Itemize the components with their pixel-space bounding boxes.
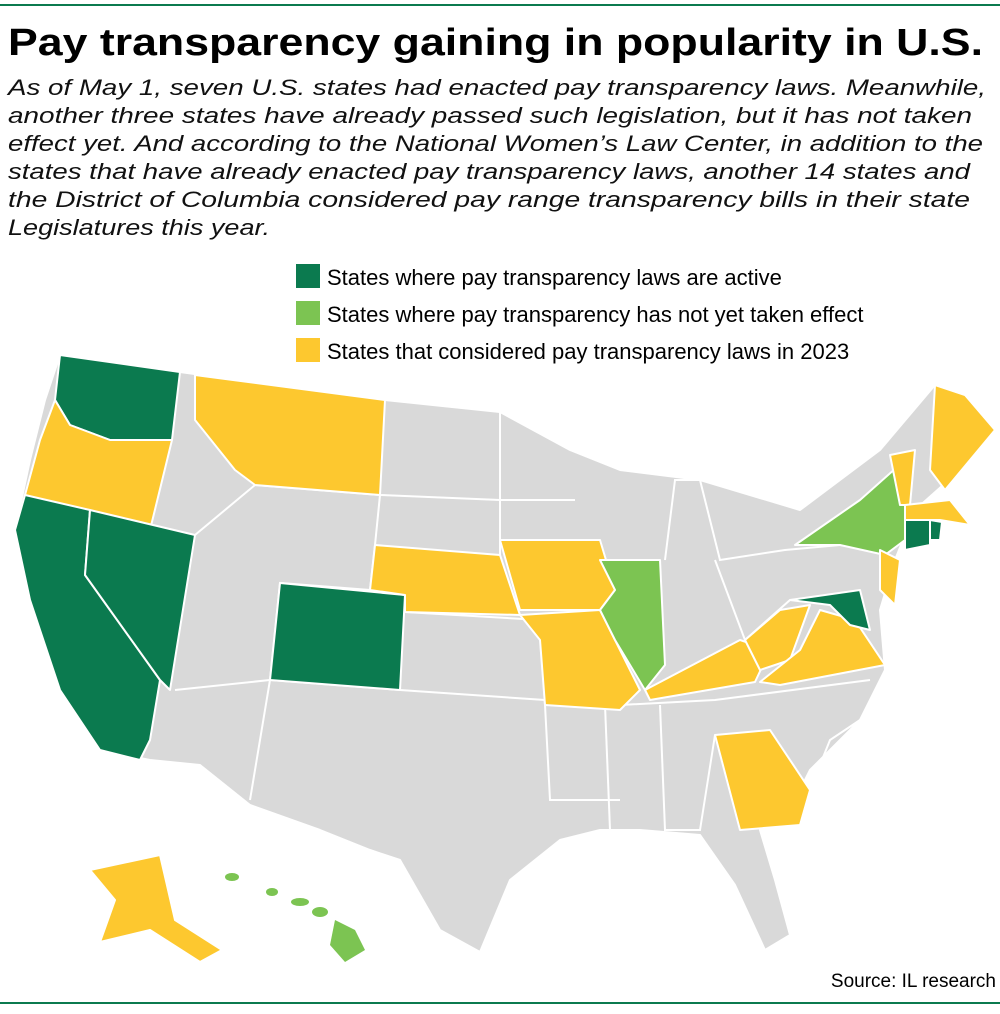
legend-label: States where pay transparency has not ye…: [327, 302, 863, 327]
state-il: [599, 559, 666, 691]
legend: States where pay transparency laws are a…: [296, 264, 863, 364]
state-wv: [744, 604, 811, 671]
state-border: [399, 689, 546, 701]
subtitle: As of May 1, seven U.S. states had enact…: [5, 75, 986, 240]
island: [330, 920, 365, 962]
state-ga: [714, 729, 811, 831]
state-md: [789, 589, 871, 631]
legend-swatch: [296, 264, 320, 288]
subtitle-line: effect yet. And according to the Nationa…: [8, 131, 983, 156]
island: [266, 888, 278, 896]
state-ct: [904, 519, 931, 551]
state-ne: [369, 544, 521, 616]
state-nj: [879, 549, 901, 606]
state-ak: [89, 854, 223, 963]
legend-swatch: [296, 301, 320, 325]
state-border: [619, 679, 871, 706]
map: [14, 354, 996, 963]
state-border: [659, 704, 716, 831]
state-ma: [904, 499, 971, 526]
state-mt: [194, 374, 386, 496]
state-border: [379, 494, 575, 501]
island: [312, 907, 328, 917]
state-border: [809, 719, 861, 791]
subtitle-line: Legislatures this year.: [8, 215, 270, 240]
subtitle-line: As of May 1, seven U.S. states had enact…: [5, 75, 986, 100]
state-co: [269, 582, 406, 691]
legend-label: States where pay transparency laws are a…: [327, 265, 782, 290]
subtitle-line: the District of Columbia considered pay …: [8, 187, 970, 212]
state-border: [664, 479, 841, 562]
state-me: [929, 384, 996, 491]
state-or: [24, 399, 173, 531]
legend-label: States that considered pay transparency …: [327, 339, 849, 364]
title: Pay transparency gaining in popularity i…: [8, 22, 983, 64]
legend-swatch: [296, 338, 320, 362]
source: Source: IL research: [831, 971, 996, 992]
state-border: [604, 704, 611, 831]
state-ia: [499, 539, 616, 611]
state-ri: [929, 519, 943, 541]
subtitle-line: states that have already enacted pay tra…: [8, 159, 971, 184]
island: [291, 898, 309, 906]
subtitle-line: another three states have already passed…: [8, 103, 972, 128]
state-nv: [84, 509, 196, 691]
island: [225, 873, 239, 881]
state-hi: [225, 873, 365, 962]
